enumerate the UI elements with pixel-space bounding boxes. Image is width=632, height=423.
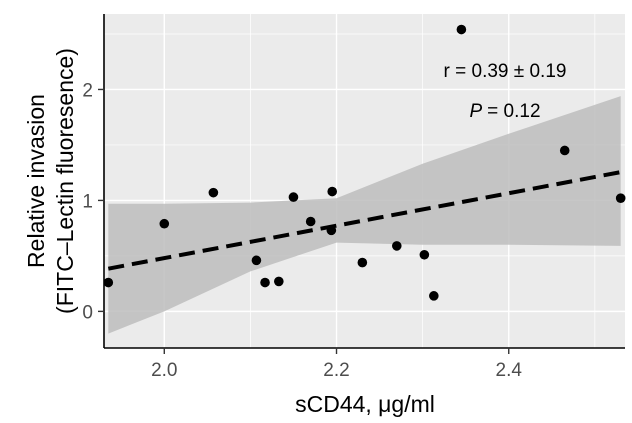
y-tick-label: 0 [82,302,93,323]
data-point [208,187,219,198]
data-point [274,276,284,287]
correlation-label: r = 0.39 ± 0.19 [444,61,567,82]
data-point [391,241,402,251]
y-axis-ticks: 0 1 2 [82,80,104,323]
x-tick-label: 2.0 [151,360,177,381]
confidence-band [108,96,621,334]
data-point [429,291,439,301]
fit-line [107,170,622,271]
data-point [326,225,337,236]
data-points [103,24,626,301]
data-point [159,218,170,229]
data-point [251,255,262,266]
y-axis-title-line1: Relative invasion [23,94,49,268]
x-axis-title: sCD44, μg/ml [295,391,435,417]
x-tick-label: 2.4 [496,360,523,381]
x-tick-label: 2.2 [323,360,349,381]
data-point [103,277,114,288]
y-axis-title-line2: (FITC–Lectin fluoresence) [52,48,78,314]
data-point [327,186,338,197]
data-point [357,257,368,268]
axes [103,14,625,349]
data-point [615,193,626,203]
p-value: = 0.12 [487,101,540,122]
p-value-label: P = 0.12 [469,101,540,122]
y-tick-label: 2 [82,80,93,101]
data-point [456,24,467,35]
y-tick-label: 1 [82,191,93,212]
data-point [288,192,299,202]
data-point [305,216,316,227]
p-symbol: P [469,101,482,122]
data-point [559,145,570,156]
data-point [419,249,430,260]
x-axis-ticks: 2.0 2.2 2.4 [151,348,522,381]
data-point [260,277,270,288]
